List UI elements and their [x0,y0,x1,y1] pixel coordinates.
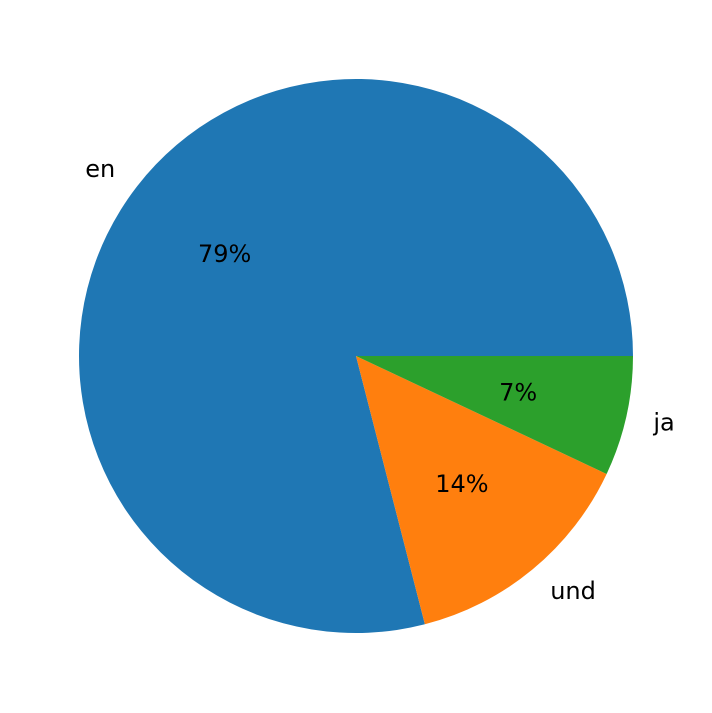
percent-label-und: 14% [435,470,488,498]
pie-slice-und [356,356,607,625]
percent-label-en: 79% [198,240,251,268]
slice-label-und: und [550,577,596,605]
slice-label-ja: ja [652,408,674,436]
slice-label-en: en [85,155,115,183]
percent-label-ja: 7% [499,378,537,406]
pie-slice-en [78,79,633,634]
pie-slice-ja [356,356,633,474]
